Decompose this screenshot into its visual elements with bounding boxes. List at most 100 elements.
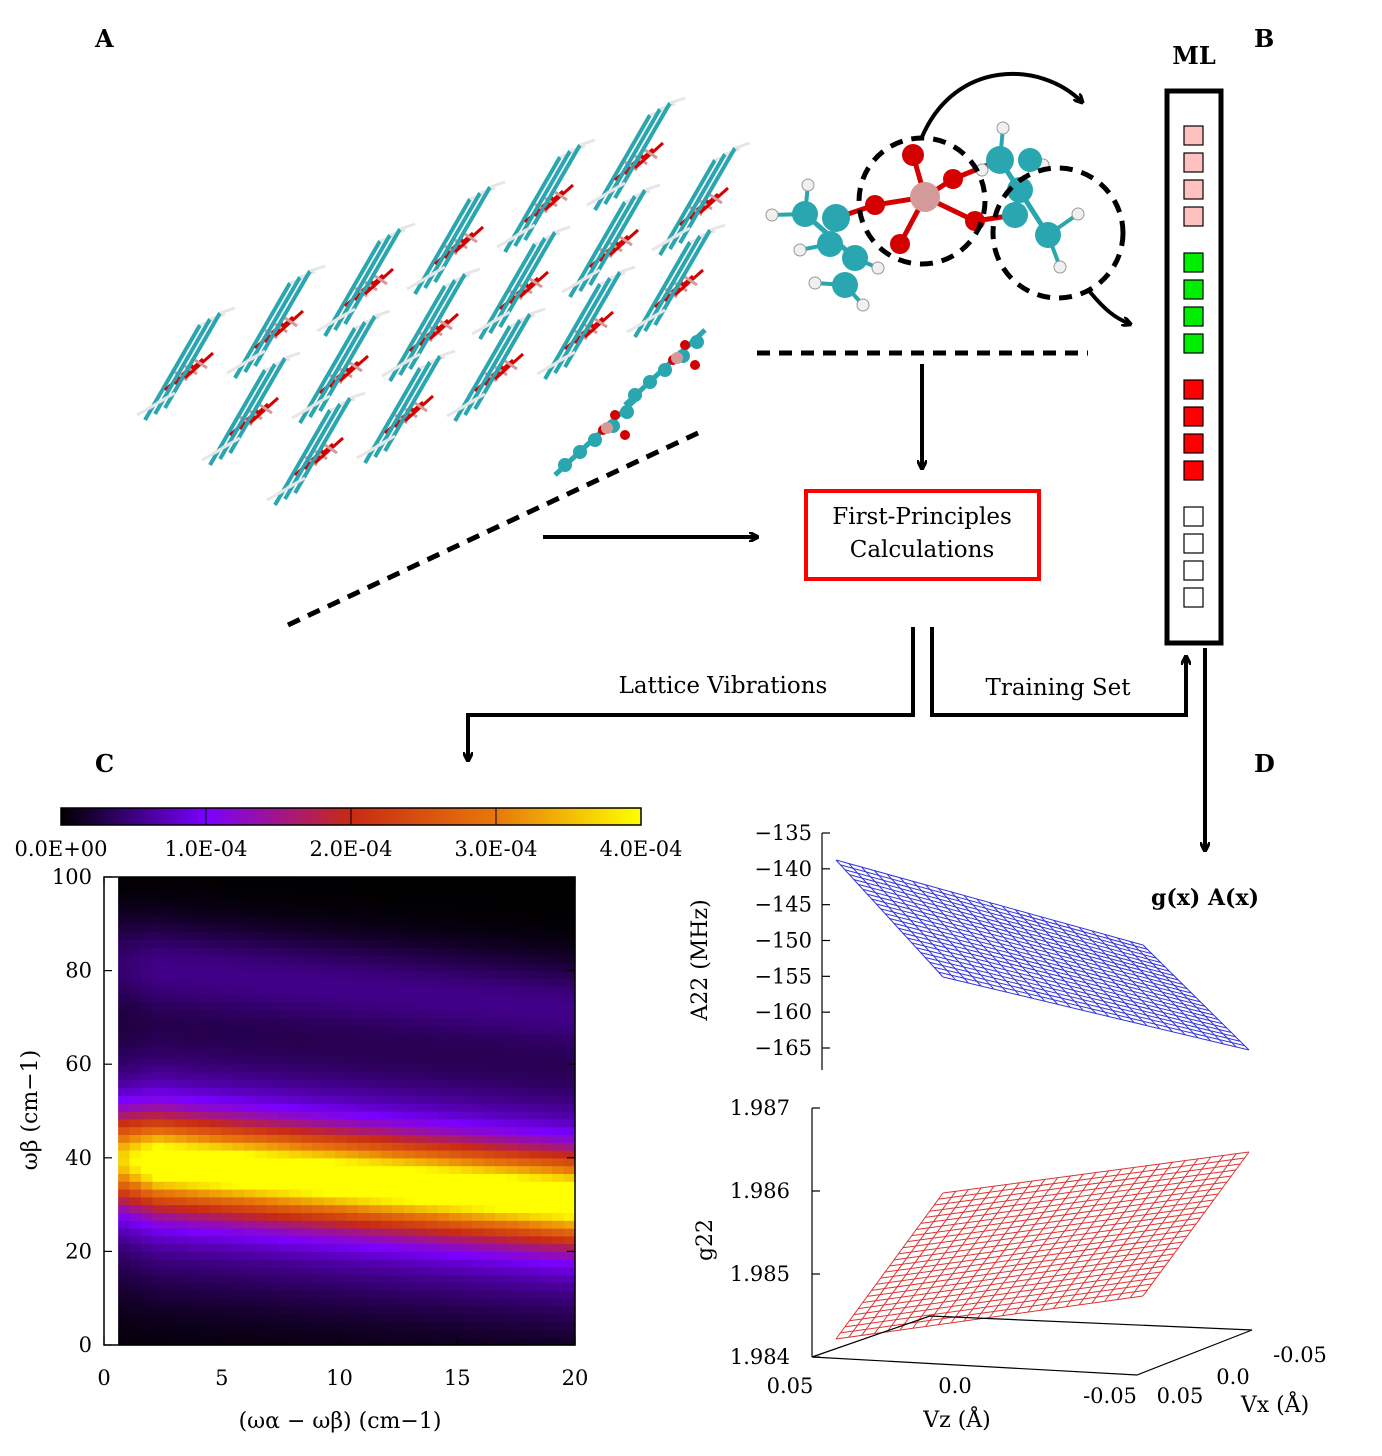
boron-center-descriptor-circle [856,135,988,267]
lattice-molecule [226,264,326,380]
lattice-molecule [136,306,236,422]
ml-box [1164,88,1224,646]
panel-label-a: A [94,24,114,53]
ml-feature-square [1183,152,1204,173]
fp-box-line1: First-Principles [832,504,1012,530]
descriptor-to-ml-arrow-top [920,71,1082,138]
ml-feature-square [1183,279,1204,300]
heatmap-y-tick: 20 [65,1239,92,1263]
panel-label-d: D [1254,749,1275,778]
lattice-molecule [291,309,391,425]
lattice-molecule [471,225,571,341]
lattice-vibrations-arrow [468,627,915,760]
lattice-molecule [201,351,301,467]
panel-label-c: C [95,749,114,778]
a22-tick: −165 [754,1036,812,1060]
heatmap-x-tick: 10 [326,1366,353,1390]
lattice-molecule [266,391,366,507]
vz-axis-label: Vz (Å) [922,1405,991,1433]
training-set-label: Training Set [985,675,1131,701]
ml-feature-square [1183,252,1204,273]
lattice-molecule [316,222,416,338]
ml-feature-square [1183,179,1204,200]
vz-tick: 0.05 [767,1374,814,1398]
g22-axis-label: g22 [693,1219,718,1261]
lattice-molecule [626,223,726,339]
g22-tick: 1.986 [730,1179,790,1203]
lattice-molecule [586,96,686,212]
heatmap-y-tick: 80 [65,959,92,983]
lattice-molecule [536,265,636,381]
vx-tick: -0.05 [1273,1343,1327,1367]
a22-tick: −150 [754,929,812,953]
a22-tick: −135 [754,821,812,845]
molecule-illustration [765,121,1085,312]
ml-feature-square [1183,587,1204,608]
ligand-descriptor-circle [990,165,1126,301]
heatmap-y-tick: 40 [65,1146,92,1170]
lattice-molecule [446,307,546,423]
a22-tick: −145 [754,893,812,917]
highlighted-unit-cell-molecules [553,328,707,477]
g22-tick: 1.985 [730,1262,790,1286]
descriptor-to-ml-arrow-bottom [1088,290,1130,324]
vz-tick: -0.05 [1083,1384,1137,1408]
lattice-molecule [651,141,751,257]
ml-feature-square [1183,379,1204,400]
vx-tick: 0.05 [1157,1384,1204,1408]
ml-feature-square [1183,433,1204,454]
heatmap-y-tick: 100 [52,865,92,889]
ml-feature-square [1183,460,1204,481]
crystal-lattice-illustration [136,96,751,507]
a22-tick: −140 [754,857,812,881]
heatmap-axes: 0 5 10 15 20 0 20 40 60 80 100 [52,865,588,1390]
a22-tick: −160 [754,1000,812,1024]
colorbar-ticks: 0.0E+00 1.0E-04 2.0E-04 3.0E-04 4.0E-04 [14,808,682,861]
ml-feature-square [1183,333,1204,354]
heatmap-plot [118,877,576,1346]
g22-tick: 1.984 [730,1345,790,1369]
panel-d-axes: −135 −140 −145 −150 −155 −160 −165 1.987 1.986 1.… [730,821,1327,1408]
ml-feature-square [1183,533,1204,554]
a22-axis-label: A22 (MHz) [688,899,713,1021]
fp-box-line2: Calculations [850,537,995,563]
colorbar-tick-label: 0.0E+00 [14,837,107,861]
ml-feature-square [1183,306,1204,327]
ml-feature-square [1183,206,1204,227]
lattice-slice-dashed-line [286,430,700,628]
ml-feature-vector [1183,125,1204,608]
heatmap-x-tick: 20 [562,1366,589,1390]
first-principles-box [804,489,1041,581]
vz-tick: 0.0 [938,1374,971,1398]
ml-feature-square [1183,125,1204,146]
heatmap-xlabel: (ωα − ωβ) (cm−1) [239,1409,442,1434]
heatmap-ylabel: ωβ (cm−1) [18,1050,43,1170]
lattice-molecule [381,267,481,383]
g22-tick: 1.987 [730,1096,790,1120]
ml-label: ML [1172,41,1216,70]
ml-feature-square [1183,506,1204,527]
panel-d-label: g(x) A(x) [1151,885,1259,911]
lattice-vibrations-label: Lattice Vibrations [619,673,828,699]
vx-tick: 0.0 [1216,1365,1249,1389]
lattice-molecule [496,138,596,254]
heatmap-x-tick: 15 [444,1366,471,1390]
g22-surface-mesh [835,1151,1250,1340]
lattice-molecule [561,183,661,299]
ml-feature-square [1183,406,1204,427]
heatmap-x-tick: 5 [215,1366,228,1390]
panel-label-b: B [1254,24,1274,53]
colorbar-tick-label: 1.0E-04 [165,837,248,861]
lattice-molecule [406,180,506,296]
a22-tick: −155 [754,964,812,988]
lattice-molecule [356,349,456,465]
heatmap-y-tick: 0 [79,1333,92,1357]
vx-axis-label: Vx (Å) [1240,1390,1309,1418]
colorbar-tick-label: 4.0E-04 [600,837,683,861]
training-set-arrow [930,627,1186,717]
surface-plots: −135 −140 −145 −150 −155 −160 −165 1.987 1.986 1.… [730,821,1327,1408]
heatmap-x-tick: 0 [97,1366,110,1390]
colorbar-tick-label: 2.0E-04 [310,837,393,861]
